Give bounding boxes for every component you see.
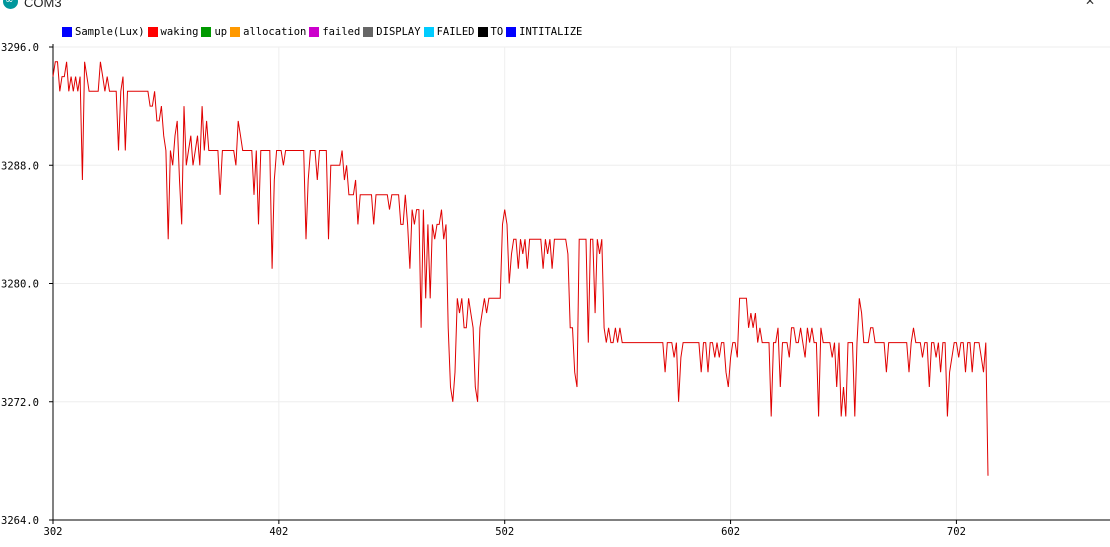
window-title: COM3 (24, 0, 62, 10)
legend-swatch (230, 27, 241, 37)
x-tick-label: 502 (495, 526, 514, 538)
legend-entry: FAILED (423, 26, 475, 38)
x-tick-label: 702 (947, 526, 966, 538)
legend-label: INTITALIZE (519, 26, 583, 38)
x-tick-label: 602 (721, 526, 740, 538)
arduino-logo-icon (3, 0, 18, 9)
x-tick-label: 402 (269, 526, 288, 538)
legend-label: TO (490, 26, 504, 38)
legend-entry: allocation (230, 26, 306, 38)
legend-entry: INTITALIZE (506, 26, 582, 38)
legend-label: up (214, 26, 228, 38)
legend-label: waking (160, 26, 199, 38)
y-tick-label: 3280.0 (1, 279, 39, 291)
y-tick-label: 3272.0 (1, 397, 39, 409)
legend-label: Sample(Lux) (75, 26, 145, 38)
legend-entry: up (201, 26, 227, 38)
legend-entry: failed (309, 26, 360, 38)
y-tick-label: 3264.0 (1, 515, 39, 527)
close-icon[interactable]: ✕ (1084, 0, 1096, 8)
chart-series (52, 61, 989, 476)
legend-entry: waking (147, 26, 199, 38)
window-titlebar: COM3 ✕ (0, 0, 1110, 14)
chart-axes (52, 44, 1110, 521)
legend-swatch (147, 27, 158, 37)
legend-entry: Sample(Lux) (62, 26, 145, 38)
chart-grid (53, 46, 1110, 520)
legend-swatch (423, 27, 434, 37)
legend-label: FAILED (436, 26, 475, 38)
x-tick-label: 302 (44, 526, 63, 538)
legend-swatch (309, 27, 320, 37)
legend-swatch (363, 27, 374, 37)
y-tick-label: 3288.0 (1, 160, 39, 172)
legend-entry: TO (477, 26, 504, 38)
y-tick-label: 3296.0 (1, 42, 39, 54)
series-line-0 (52, 61, 989, 476)
legend-swatch (62, 27, 72, 37)
legend-swatch (477, 27, 488, 37)
legend-swatch (506, 27, 517, 37)
legend-entry: DISPLAY (363, 26, 421, 38)
legend-label: allocation (243, 26, 307, 38)
legend-label: failed (322, 26, 361, 38)
legend-swatch (201, 27, 212, 37)
legend-label: DISPLAY (376, 26, 421, 38)
chart-legend: Sample(Lux) waking up allocation failed DISPL… (62, 25, 585, 39)
chart-ticks: 3264.0 3272.0 3280.0 3288.0 3296.0 302 402 502 6… (1, 42, 966, 538)
